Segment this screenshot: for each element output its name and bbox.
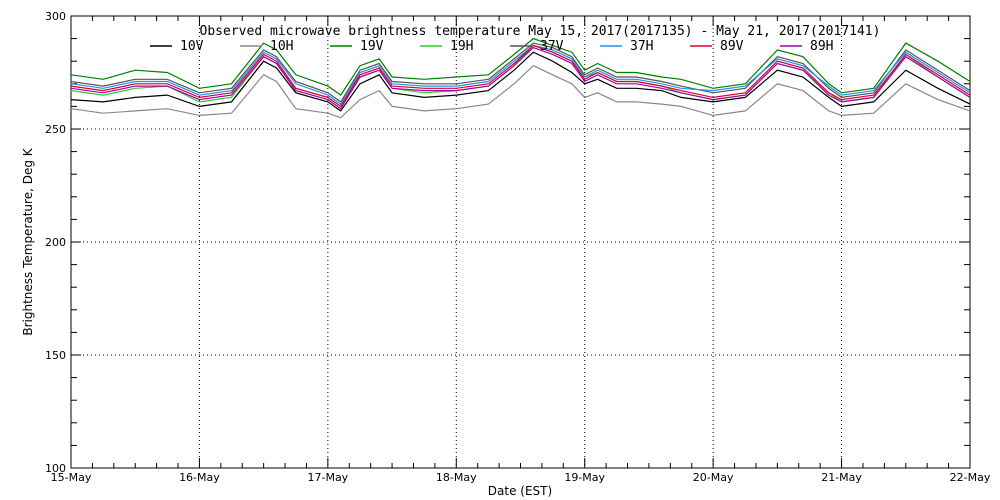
series-line-37v	[70, 42, 971, 103]
x-tick-label: 19-May	[564, 471, 605, 484]
legend-label: 89H	[810, 39, 833, 54]
x-tick-label: 21-May	[821, 471, 862, 484]
x-tick-label: 22-May	[950, 471, 991, 484]
legend-label: 10H	[270, 39, 293, 54]
x-tick-label: 17-May	[307, 471, 348, 484]
x-tick-label: 20-May	[693, 471, 734, 484]
chart-title: Observed microwave brightness temperatur…	[200, 24, 881, 39]
series-line-10h	[70, 64, 971, 119]
tick-layer	[70, 15, 971, 469]
legend: 10V 10H 19V 19H 37V 37H 89V 89H	[150, 39, 833, 54]
y-tick-label: 200	[45, 236, 66, 249]
series-line-19v	[70, 37, 971, 96]
y-tick-label: 150	[45, 349, 66, 362]
legend-label: 19V	[360, 39, 384, 54]
x-tick-label: 16-May	[179, 471, 220, 484]
legend-label: 10V	[180, 39, 204, 54]
grid-layer	[71, 16, 970, 468]
x-tick-label: 15-May	[51, 471, 92, 484]
legend-label: 37V	[540, 39, 564, 54]
legend-label: 37H	[630, 39, 653, 54]
y-tick-label: 300	[45, 10, 66, 23]
series-line-89v	[70, 44, 971, 108]
series-line-19h	[70, 44, 971, 108]
x-axis-title: Date (EST)	[488, 484, 552, 498]
y-tick-label: 250	[45, 123, 66, 136]
legend-label: 19H	[450, 39, 473, 54]
legend-label: 89V	[720, 39, 744, 54]
series-line-10v	[70, 51, 971, 112]
x-tick-label: 18-May	[436, 471, 477, 484]
series-line-89h	[70, 46, 971, 110]
series-layer	[70, 37, 971, 119]
y-axis-title: Brightness Temperature, Deg K	[21, 147, 35, 335]
y-tick-label: 100	[45, 462, 66, 475]
label-layer: 100 150 200 250 300 15-May 16-May 17-May 18-May 1…	[45, 10, 991, 484]
